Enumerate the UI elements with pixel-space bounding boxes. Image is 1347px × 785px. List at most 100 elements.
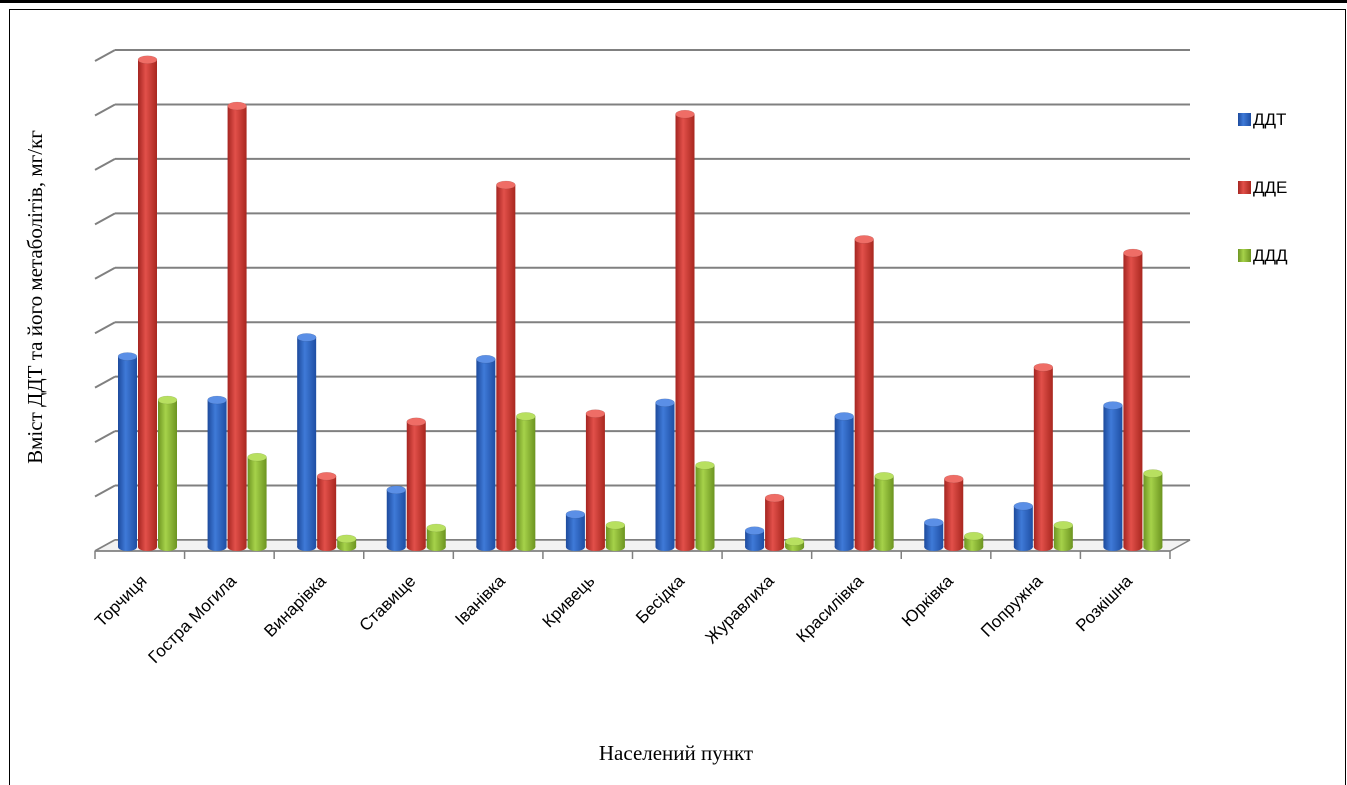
- bar-ДДЕ-Журавлиха: [764, 493, 785, 551]
- bar-body: [605, 525, 625, 547]
- bar-top: [247, 452, 267, 462]
- bar-base: [406, 543, 426, 551]
- x-tick-label: Винарівка: [260, 571, 330, 641]
- bar-top: [655, 398, 675, 407]
- bar-body: [118, 356, 137, 547]
- bar-top: [1033, 363, 1054, 372]
- bar-ДДТ-Красилівка: [834, 412, 854, 551]
- bar-base: [317, 543, 337, 551]
- bar-ДДЕ-Красилівка: [854, 235, 874, 551]
- top-border: [0, 0, 1347, 3]
- bar-base: [476, 543, 496, 551]
- legend-item-ДДТ: ДДТ: [1238, 110, 1286, 129]
- bar-top: [964, 531, 984, 541]
- bar-body: [426, 527, 446, 547]
- bar-top: [764, 493, 785, 503]
- legend-swatch: [1238, 249, 1251, 262]
- bar-base: [874, 543, 894, 551]
- bar-body: [1053, 525, 1073, 547]
- bar-base: [585, 543, 605, 551]
- bar-ДДЕ-Гостра Могила: [227, 101, 247, 551]
- bar-base: [1143, 543, 1163, 551]
- bar-base: [118, 543, 137, 551]
- bar-top: [565, 510, 586, 519]
- bar-top: [316, 471, 337, 481]
- bar-base: [1013, 543, 1033, 551]
- bar-body: [158, 400, 177, 547]
- gridline-side: [94, 484, 116, 498]
- bar-ДДЕ-Розкішна: [1123, 248, 1143, 551]
- bar-top: [744, 526, 765, 535]
- bar-body: [924, 522, 944, 547]
- bar-top: [336, 534, 357, 544]
- bar-base: [565, 543, 585, 551]
- bar-base: [695, 543, 715, 551]
- bar-ДДЕ-Юрківка: [944, 474, 964, 551]
- bar-top: [1053, 520, 1074, 530]
- x-axis-title: Населений пункт: [599, 741, 753, 765]
- bar-body: [585, 413, 605, 547]
- bar-body: [496, 184, 516, 547]
- bar-ДДЕ-Кривець: [585, 409, 606, 551]
- bar-top: [207, 395, 227, 405]
- bar-base: [944, 543, 964, 551]
- bar-base: [1033, 543, 1053, 551]
- bar-body: [854, 239, 874, 547]
- bar-body: [655, 402, 675, 547]
- bar-ДДТ-Винарівка: [296, 333, 317, 551]
- bar-ДДТ-Торчиця: [117, 352, 138, 551]
- bar-base: [924, 543, 944, 551]
- bar-ДДД-Торчиця: [157, 395, 178, 551]
- gridline-side: [94, 430, 116, 443]
- bar-ДДТ-Кривець: [565, 510, 586, 551]
- bar-ДДТ-Попружна: [1013, 501, 1034, 551]
- bar-base: [426, 543, 446, 551]
- bar-base: [605, 543, 625, 551]
- bar-body: [675, 114, 695, 548]
- bar-body: [207, 400, 227, 547]
- bar-top: [516, 412, 536, 421]
- bar-body: [1103, 405, 1123, 547]
- bar-base: [297, 543, 317, 551]
- bar-base: [138, 543, 157, 551]
- bar-body: [944, 478, 964, 547]
- gridline-side: [94, 103, 116, 117]
- bar-body: [565, 514, 585, 547]
- legend-swatch: [1238, 113, 1251, 126]
- bar-base: [675, 543, 695, 551]
- bar-ДДД-Іванівка: [516, 412, 536, 551]
- bar-base: [1053, 543, 1073, 551]
- bar-top: [296, 333, 317, 342]
- gridline-side: [94, 266, 116, 280]
- bar-body: [1123, 253, 1143, 547]
- bar-top: [924, 518, 944, 527]
- bar-base: [745, 543, 765, 551]
- x-tick-label: Красилівка: [792, 571, 867, 646]
- legend-label: ДДЕ: [1253, 178, 1287, 197]
- bar-top: [496, 180, 516, 190]
- bar-body: [247, 457, 267, 547]
- bar-body: [964, 536, 984, 547]
- bar-ДДТ-Журавлиха: [744, 526, 765, 551]
- bar-top: [675, 109, 695, 119]
- bar-ДДД-Попружна: [1053, 520, 1074, 551]
- x-tick-label: Гостра Могила: [145, 571, 241, 667]
- legend: ДДТ ДДЕ ДДД: [1238, 110, 1288, 265]
- bar-top: [227, 101, 247, 111]
- bar-top: [157, 395, 178, 405]
- bar-base: [1103, 543, 1123, 551]
- x-tick-label: Торчиця: [91, 571, 150, 630]
- legend-label: ДДД: [1253, 246, 1288, 265]
- bar-body: [874, 476, 894, 547]
- bar-top: [1013, 501, 1034, 511]
- legend-label: ДДТ: [1253, 110, 1286, 129]
- bar-base: [158, 543, 177, 551]
- gridline-side: [94, 321, 116, 335]
- bar-ДДЕ-Винарівка: [316, 471, 337, 551]
- y-axis-title: Вміст ДДТ та його метаболітів, мг/кг: [23, 130, 47, 464]
- bar-top: [874, 471, 894, 481]
- bar-base: [1123, 543, 1143, 551]
- bar-ДДД-Винарівка: [336, 534, 357, 551]
- bar-body: [138, 59, 157, 547]
